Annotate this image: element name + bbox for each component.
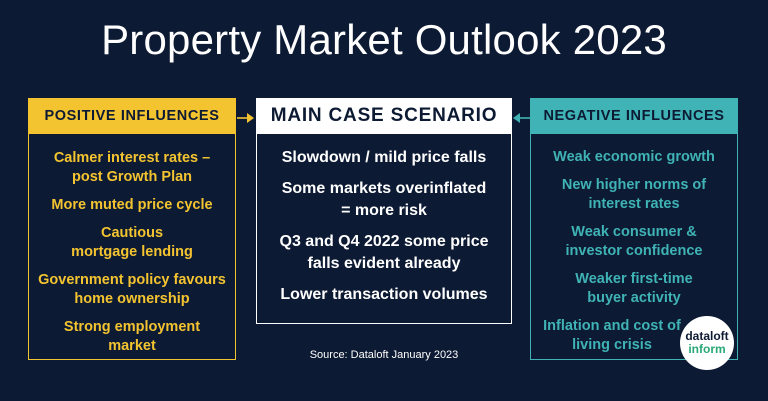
negative-item: Weak economic growth xyxy=(553,149,715,165)
arrow-right-icon xyxy=(237,113,254,123)
negative-item: Weaker first-time buyer activity xyxy=(575,271,693,306)
negative-influences-list: Weak economic growth New higher norms of… xyxy=(530,134,738,360)
main-case-scenario-header: MAIN CASE SCENARIO xyxy=(256,98,512,134)
positive-influences-list: Calmer interest rates – post Growth Plan… xyxy=(28,134,236,360)
dataloft-inform-logo: dataloft inform xyxy=(680,316,734,370)
logo-text-dataloft: dataloft xyxy=(685,329,729,343)
positive-item: Strong employment market xyxy=(63,319,201,354)
main-item: Q3 and Q4 2022 some price falls evident … xyxy=(279,233,489,272)
main-item: Lower transaction volumes xyxy=(280,286,488,303)
page-title: Property Market Outlook 2023 xyxy=(101,16,667,63)
positive-influences-header: POSITIVE INFLUENCES xyxy=(28,98,236,134)
negative-item: Weak consumer & investor confidence xyxy=(565,224,703,259)
negative-item: Inflation and cost of living crisis xyxy=(543,318,681,353)
main-item: Some markets overinflated = more risk xyxy=(281,180,487,219)
source-note: Source: Dataloft January 2023 xyxy=(309,349,459,361)
main-case-scenario-list: Slowdown / mild price falls Some markets… xyxy=(256,134,512,324)
negative-influences-header: NEGATIVE INFLUENCES xyxy=(530,98,738,134)
main-item: Slowdown / mild price falls xyxy=(281,149,487,166)
negative-item: New higher norms of interest rates xyxy=(561,177,707,212)
positive-item: Cautious mortgage lending xyxy=(71,225,193,260)
positive-item: More muted price cycle xyxy=(51,197,213,213)
positive-item: Calmer interest rates – post Growth Plan xyxy=(53,150,211,185)
logo-text-inform: inform xyxy=(688,342,726,356)
arrow-left-icon xyxy=(513,113,530,123)
positive-item: Government policy favours home ownership xyxy=(38,272,226,307)
